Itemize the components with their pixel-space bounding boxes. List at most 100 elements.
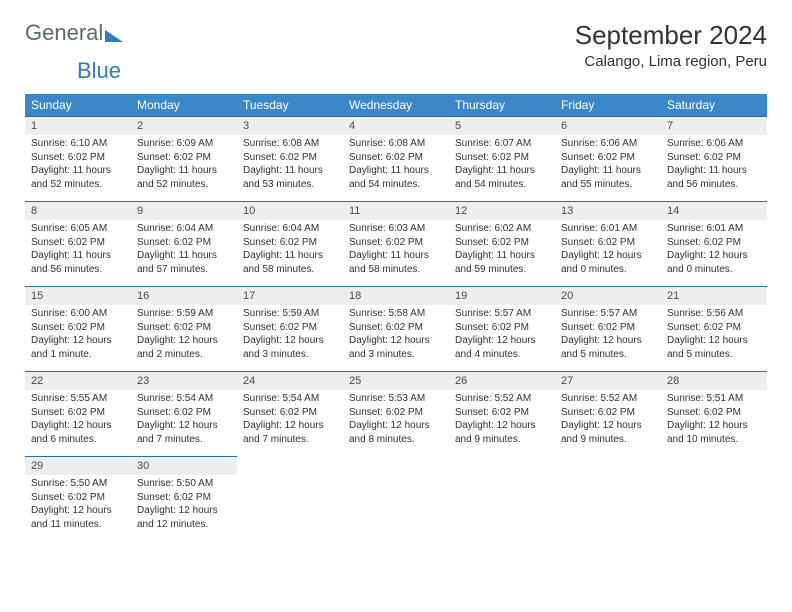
- sunrise-text: Sunrise: 5:57 AM: [455, 307, 549, 321]
- sunset-text: Sunset: 6:02 PM: [243, 321, 337, 335]
- daylight-text: Daylight: 12 hours and 0 minutes.: [561, 249, 655, 276]
- daylight-text: Daylight: 12 hours and 3 minutes.: [243, 334, 337, 361]
- sunrise-text: Sunrise: 6:08 AM: [349, 137, 443, 151]
- detail-cell: Sunrise: 6:00 AMSunset: 6:02 PMDaylight:…: [25, 305, 131, 372]
- detail-cell: Sunrise: 6:08 AMSunset: 6:02 PMDaylight:…: [237, 135, 343, 202]
- date-cell: 27: [555, 372, 661, 391]
- date-cell: [555, 457, 661, 476]
- logo-text-general: General: [25, 20, 103, 46]
- detail-cell: Sunrise: 5:59 AMSunset: 6:02 PMDaylight:…: [237, 305, 343, 372]
- sunrise-text: Sunrise: 5:54 AM: [243, 392, 337, 406]
- daylight-text: Daylight: 12 hours and 12 minutes.: [137, 504, 231, 531]
- detail-cell: Sunrise: 6:04 AMSunset: 6:02 PMDaylight:…: [237, 220, 343, 287]
- detail-row: Sunrise: 5:55 AMSunset: 6:02 PMDaylight:…: [25, 390, 767, 457]
- date-cell: 18: [343, 287, 449, 306]
- day-header-row: Sunday Monday Tuesday Wednesday Thursday…: [25, 94, 767, 117]
- sunset-text: Sunset: 6:02 PM: [667, 406, 761, 420]
- daylight-text: Daylight: 12 hours and 9 minutes.: [455, 419, 549, 446]
- sunset-text: Sunset: 6:02 PM: [455, 236, 549, 250]
- sunrise-text: Sunrise: 6:01 AM: [561, 222, 655, 236]
- day-header-monday: Monday: [131, 94, 237, 117]
- day-header-friday: Friday: [555, 94, 661, 117]
- date-cell: 10: [237, 202, 343, 221]
- daylight-text: Daylight: 12 hours and 2 minutes.: [137, 334, 231, 361]
- daylight-text: Daylight: 12 hours and 10 minutes.: [667, 419, 761, 446]
- sunset-text: Sunset: 6:02 PM: [31, 491, 125, 505]
- detail-cell: Sunrise: 6:06 AMSunset: 6:02 PMDaylight:…: [555, 135, 661, 202]
- date-cell: 29: [25, 457, 131, 476]
- detail-cell: Sunrise: 6:10 AMSunset: 6:02 PMDaylight:…: [25, 135, 131, 202]
- detail-row: Sunrise: 6:10 AMSunset: 6:02 PMDaylight:…: [25, 135, 767, 202]
- daylight-text: Daylight: 12 hours and 9 minutes.: [561, 419, 655, 446]
- detail-cell: Sunrise: 5:52 AMSunset: 6:02 PMDaylight:…: [555, 390, 661, 457]
- sunset-text: Sunset: 6:02 PM: [137, 491, 231, 505]
- daylight-text: Daylight: 11 hours and 56 minutes.: [667, 164, 761, 191]
- daylight-text: Daylight: 11 hours and 57 minutes.: [137, 249, 231, 276]
- daylight-text: Daylight: 12 hours and 7 minutes.: [137, 419, 231, 446]
- sunrise-text: Sunrise: 5:56 AM: [667, 307, 761, 321]
- daylight-text: Daylight: 12 hours and 3 minutes.: [349, 334, 443, 361]
- daylight-text: Daylight: 12 hours and 4 minutes.: [455, 334, 549, 361]
- daylight-text: Daylight: 11 hours and 54 minutes.: [455, 164, 549, 191]
- daylight-text: Daylight: 12 hours and 5 minutes.: [667, 334, 761, 361]
- sunrise-text: Sunrise: 6:09 AM: [137, 137, 231, 151]
- detail-cell: Sunrise: 5:57 AMSunset: 6:02 PMDaylight:…: [449, 305, 555, 372]
- detail-cell: Sunrise: 6:04 AMSunset: 6:02 PMDaylight:…: [131, 220, 237, 287]
- sunset-text: Sunset: 6:02 PM: [667, 321, 761, 335]
- date-row: 891011121314: [25, 202, 767, 221]
- detail-cell: Sunrise: 6:09 AMSunset: 6:02 PMDaylight:…: [131, 135, 237, 202]
- date-cell: 6: [555, 117, 661, 136]
- logo-triangle-icon: [105, 30, 123, 42]
- sunrise-text: Sunrise: 5:57 AM: [561, 307, 655, 321]
- daylight-text: Daylight: 12 hours and 8 minutes.: [349, 419, 443, 446]
- detail-cell: Sunrise: 5:51 AMSunset: 6:02 PMDaylight:…: [661, 390, 767, 457]
- sunrise-text: Sunrise: 6:06 AM: [561, 137, 655, 151]
- date-cell: 7: [661, 117, 767, 136]
- logo: General: [25, 20, 123, 46]
- sunrise-text: Sunrise: 6:10 AM: [31, 137, 125, 151]
- sunrise-text: Sunrise: 6:03 AM: [349, 222, 443, 236]
- date-cell: [237, 457, 343, 476]
- daylight-text: Daylight: 11 hours and 56 minutes.: [31, 249, 125, 276]
- date-cell: 14: [661, 202, 767, 221]
- detail-cell: Sunrise: 5:58 AMSunset: 6:02 PMDaylight:…: [343, 305, 449, 372]
- detail-cell: Sunrise: 5:57 AMSunset: 6:02 PMDaylight:…: [555, 305, 661, 372]
- date-cell: 28: [661, 372, 767, 391]
- sunset-text: Sunset: 6:02 PM: [243, 151, 337, 165]
- logo-text-blue: Blue: [77, 58, 121, 83]
- detail-cell: Sunrise: 6:01 AMSunset: 6:02 PMDaylight:…: [661, 220, 767, 287]
- sunset-text: Sunset: 6:02 PM: [455, 406, 549, 420]
- date-cell: 8: [25, 202, 131, 221]
- daylight-text: Daylight: 11 hours and 52 minutes.: [31, 164, 125, 191]
- sunrise-text: Sunrise: 6:05 AM: [31, 222, 125, 236]
- date-cell: 1: [25, 117, 131, 136]
- date-cell: 11: [343, 202, 449, 221]
- sunset-text: Sunset: 6:02 PM: [137, 151, 231, 165]
- daylight-text: Daylight: 11 hours and 52 minutes.: [137, 164, 231, 191]
- daylight-text: Daylight: 11 hours and 58 minutes.: [349, 249, 443, 276]
- day-header-wednesday: Wednesday: [343, 94, 449, 117]
- daylight-text: Daylight: 11 hours and 55 minutes.: [561, 164, 655, 191]
- detail-cell: [343, 475, 449, 541]
- date-cell: 21: [661, 287, 767, 306]
- sunrise-text: Sunrise: 5:59 AM: [137, 307, 231, 321]
- detail-cell: [237, 475, 343, 541]
- detail-cell: Sunrise: 5:52 AMSunset: 6:02 PMDaylight:…: [449, 390, 555, 457]
- date-cell: 30: [131, 457, 237, 476]
- sunset-text: Sunset: 6:02 PM: [561, 151, 655, 165]
- detail-cell: Sunrise: 6:02 AMSunset: 6:02 PMDaylight:…: [449, 220, 555, 287]
- detail-cell: [449, 475, 555, 541]
- sunrise-text: Sunrise: 6:06 AM: [667, 137, 761, 151]
- sunrise-text: Sunrise: 5:59 AM: [243, 307, 337, 321]
- sunset-text: Sunset: 6:02 PM: [243, 406, 337, 420]
- detail-cell: Sunrise: 6:07 AMSunset: 6:02 PMDaylight:…: [449, 135, 555, 202]
- sunrise-text: Sunrise: 6:08 AM: [243, 137, 337, 151]
- date-cell: [661, 457, 767, 476]
- daylight-text: Daylight: 12 hours and 6 minutes.: [31, 419, 125, 446]
- date-cell: 22: [25, 372, 131, 391]
- detail-cell: Sunrise: 6:05 AMSunset: 6:02 PMDaylight:…: [25, 220, 131, 287]
- day-header-thursday: Thursday: [449, 94, 555, 117]
- sunset-text: Sunset: 6:02 PM: [667, 236, 761, 250]
- sunrise-text: Sunrise: 6:01 AM: [667, 222, 761, 236]
- sunset-text: Sunset: 6:02 PM: [561, 406, 655, 420]
